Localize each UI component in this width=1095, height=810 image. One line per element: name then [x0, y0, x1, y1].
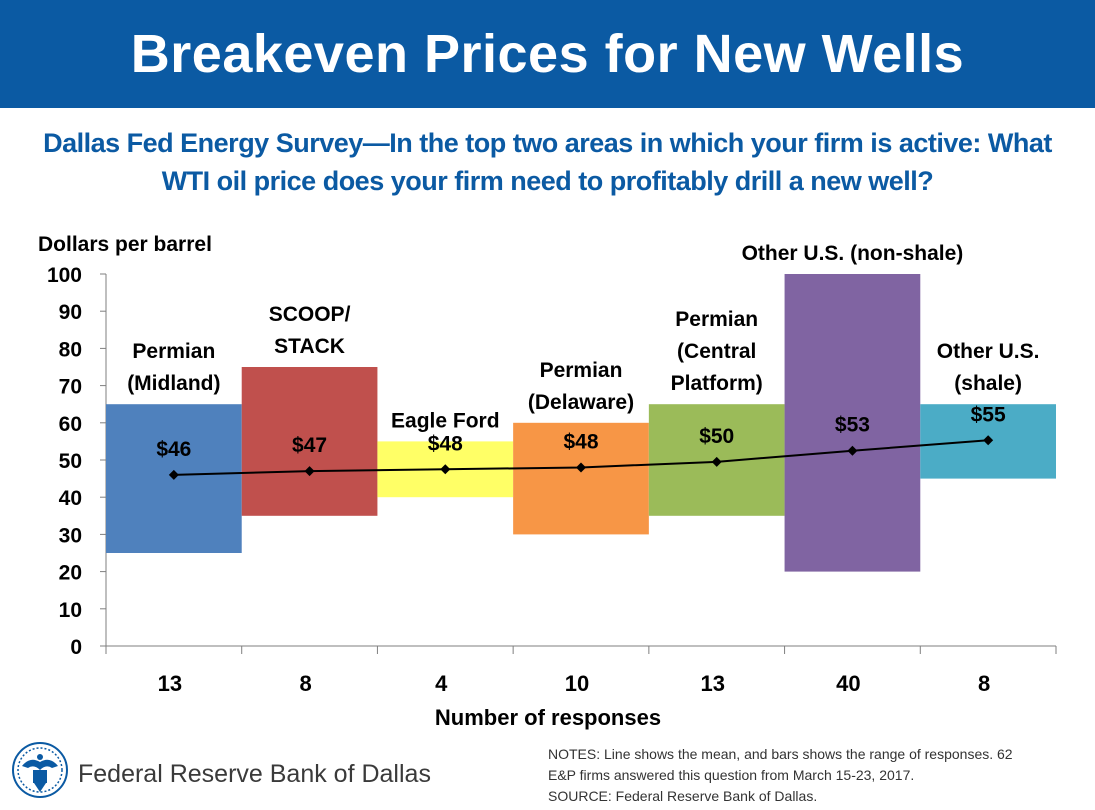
y-tick-label: 90	[59, 301, 82, 324]
mean-value-label: $55	[971, 403, 1006, 426]
region-label: (Midland)	[127, 372, 220, 395]
y-tick-label: 70	[59, 376, 82, 399]
region-label: Permian	[540, 359, 623, 382]
range-bar	[513, 422, 649, 535]
region-label: Permian	[132, 340, 215, 363]
x-tick-label: 13	[158, 671, 182, 696]
y-axis: 0 10 20 30 40 50 60 70 80 90 100	[47, 264, 107, 659]
y-tick-label: 100	[47, 264, 82, 287]
subtitle-line-1: Dallas Fed Energy Survey—In the top two …	[43, 128, 1052, 158]
federal-reserve-seal-icon	[12, 742, 68, 798]
x-tick-label: 40	[836, 671, 860, 696]
mean-point	[304, 466, 315, 477]
mean-point	[847, 445, 858, 456]
y-tick-label: 10	[59, 599, 82, 622]
mean-line-layer: $46 $47 $48 $48 $50 $53 $55	[156, 403, 1006, 480]
subtitle-line-2: WTI oil price does your firm need to pro…	[161, 166, 934, 196]
y-tick-label: 20	[59, 562, 82, 585]
title-bar: Breakeven Prices for New Wells	[0, 0, 1095, 108]
mean-value-label: $48	[428, 432, 463, 455]
region-label: Other U.S.	[937, 340, 1040, 363]
region-label: SCOOP/	[269, 303, 351, 326]
mean-point	[711, 456, 722, 467]
range-bars	[106, 274, 1056, 572]
y-tick-label: 30	[59, 524, 82, 547]
source-note: SOURCE: Federal Reserve Bank of Dallas.	[548, 788, 818, 804]
mean-value-label: $47	[292, 434, 327, 457]
region-label: (shale)	[954, 372, 1022, 395]
bank-name: Federal Reserve Bank of Dallas	[78, 760, 431, 788]
region-labels: Permian (Midland) SCOOP/STACK Eagle Ford Per…	[127, 242, 1039, 432]
mean-value-label: $53	[835, 414, 870, 437]
x-tick-label: 10	[565, 671, 589, 696]
y-tick-label: 80	[59, 338, 82, 361]
footnotes: NOTES: Line shows the mean, and bars sho…	[548, 744, 1088, 807]
mean-point	[440, 464, 451, 475]
mean-point	[168, 469, 179, 480]
region-label: Permian	[675, 308, 758, 331]
region-label: STACK	[274, 335, 345, 358]
range-bar	[784, 274, 921, 572]
x-tick-label: 8	[978, 671, 990, 696]
y-axis-label: Dollars per barrel	[38, 233, 212, 256]
x-tick-label: 13	[700, 671, 724, 696]
mean-point	[576, 462, 586, 473]
range-bar	[241, 367, 378, 516]
region-label: (Central	[677, 340, 756, 363]
y-tick-label: 0	[70, 636, 82, 659]
x-tick-label: 4	[435, 671, 448, 696]
x-tick-label: 8	[299, 671, 311, 696]
mean-point	[983, 435, 994, 446]
region-label: Eagle Ford	[391, 409, 500, 432]
y-tick-label: 50	[59, 450, 82, 473]
mean-value-label: $48	[563, 430, 598, 453]
notes-line-2: E&P firms answered this question from Ma…	[548, 767, 915, 783]
y-tick-label: 40	[59, 487, 82, 510]
notes-line-1: NOTES: Line shows the mean, and bars sho…	[548, 746, 1013, 762]
region-label: Other U.S. (non-shale)	[742, 242, 964, 265]
x-axis-label: Number of responses	[435, 705, 661, 730]
y-tick-label: 60	[59, 413, 82, 436]
x-axis: 13 8 4 10 13 40 8	[105, 645, 1057, 696]
breakeven-chart: Dollars per barrel 0 10 20 30 40 50 60 70 80 90 10…	[38, 233, 1057, 730]
slide-title: Breakeven Prices for New Wells	[130, 24, 965, 84]
mean-value-label: $46	[156, 438, 191, 461]
region-label: Platform)	[671, 372, 763, 395]
subtitle: Dallas Fed Energy Survey—In the top two …	[10, 124, 1085, 200]
mean-value-label: $50	[699, 425, 734, 448]
region-label: (Delaware)	[528, 391, 634, 414]
